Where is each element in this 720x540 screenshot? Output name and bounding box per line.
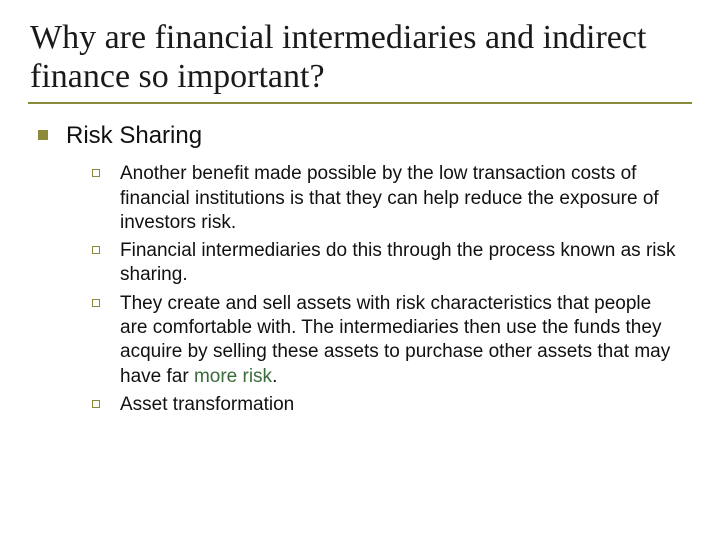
level2-list: Another benefit made possible by the low… (92, 162, 682, 417)
title-underline (28, 102, 692, 104)
slide: Why are financial intermediaries and ind… (0, 0, 720, 540)
bullet-level1: Risk Sharing (38, 122, 692, 150)
square-bullet-outline-icon (92, 400, 100, 408)
slide-title: Why are financial intermediaries and ind… (30, 18, 692, 96)
square-bullet-outline-icon (92, 246, 100, 254)
square-bullet-filled-icon (38, 130, 48, 140)
text-after: . (272, 366, 277, 387)
list-item-text: Another benefit made possible by the low… (120, 162, 682, 235)
list-item: Asset transformation (92, 393, 682, 417)
list-item: They create and sell assets with risk ch… (92, 292, 682, 389)
level1-label: Risk Sharing (66, 122, 202, 150)
list-item-text: Financial intermediaries do this through… (120, 239, 682, 288)
list-item: Financial intermediaries do this through… (92, 239, 682, 288)
list-item-text: Asset transformation (120, 393, 294, 417)
list-item: Another benefit made possible by the low… (92, 162, 682, 235)
square-bullet-outline-icon (92, 299, 100, 307)
square-bullet-outline-icon (92, 169, 100, 177)
list-item-text: They create and sell assets with risk ch… (120, 292, 682, 389)
highlight-text: more risk (194, 366, 272, 387)
